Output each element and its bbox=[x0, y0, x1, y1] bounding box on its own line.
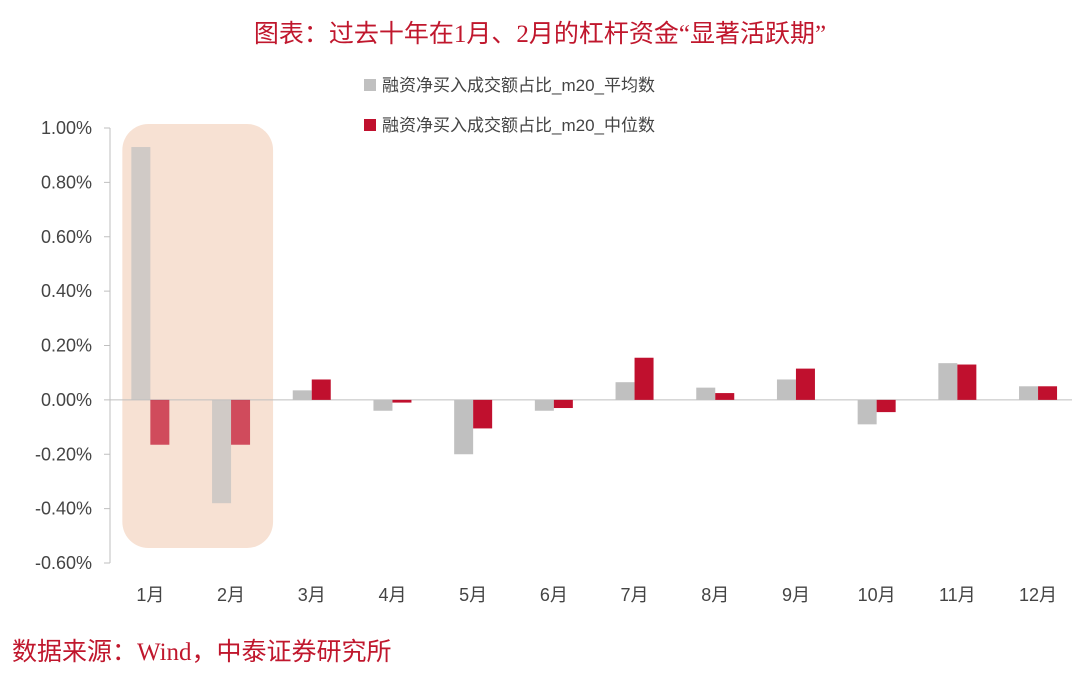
x-tick-label: 2月 bbox=[217, 585, 245, 605]
legend-label: 融资净买入成交额占比_m20_平均数 bbox=[382, 76, 655, 95]
legend-swatch bbox=[364, 119, 376, 131]
x-tick-label: 8月 bbox=[701, 585, 729, 605]
bar-chart: 1.00% 0.80% 0.60% 0.40% 0.20% 0.00% -0.20% -0.4… bbox=[35, 76, 1072, 605]
bar-mean bbox=[615, 382, 635, 400]
bar-median bbox=[634, 357, 654, 400]
chart-title: 图表：过去十年在1月、2月的杠杆资金“显著活跃期” bbox=[253, 21, 827, 48]
y-tick-label: 0.00% bbox=[41, 390, 92, 410]
y-tick-label: 0.80% bbox=[41, 172, 92, 192]
bar-mean bbox=[1019, 386, 1039, 400]
bar-mean bbox=[212, 399, 232, 504]
y-tick-label: -0.40% bbox=[35, 499, 92, 519]
legend-swatch bbox=[364, 79, 376, 91]
y-tick-label: 0.40% bbox=[41, 281, 92, 301]
x-tick-label: 4月 bbox=[378, 585, 406, 605]
y-tick-label: -0.20% bbox=[35, 444, 92, 464]
x-tick-label: 12月 bbox=[1019, 585, 1057, 605]
legend-label: 融资净买入成交额占比_m20_中位数 bbox=[382, 116, 655, 135]
bar-mean bbox=[776, 379, 796, 400]
bar-median bbox=[1038, 386, 1058, 400]
bar-mean bbox=[696, 387, 716, 400]
bar-median bbox=[553, 399, 573, 409]
y-tick-label: 1.00% bbox=[41, 118, 92, 138]
y-tick-label: 0.20% bbox=[41, 336, 92, 356]
y-tick-label: 0.60% bbox=[41, 227, 92, 247]
bar-mean bbox=[454, 399, 474, 455]
bar-median bbox=[957, 364, 977, 400]
y-tick-label: -0.60% bbox=[35, 553, 92, 573]
bar-median bbox=[150, 399, 170, 445]
x-tick-label: 9月 bbox=[782, 585, 810, 605]
x-tick-label: 3月 bbox=[298, 585, 326, 605]
bar-median bbox=[473, 399, 493, 429]
bar-median bbox=[231, 399, 251, 445]
x-tick-label: 11月 bbox=[939, 585, 976, 605]
bar-median bbox=[876, 399, 896, 413]
bar-mean bbox=[534, 399, 554, 411]
x-tick-label: 5月 bbox=[459, 585, 487, 605]
x-tick-label: 10月 bbox=[858, 585, 896, 605]
data-source-note: 数据来源：Wind，中泰证券研究所 bbox=[12, 639, 392, 666]
x-tick-label: 6月 bbox=[540, 585, 568, 605]
bar-mean bbox=[857, 399, 877, 425]
bar-mean bbox=[373, 399, 393, 411]
x-tick-label: 7月 bbox=[621, 585, 649, 605]
bar-median bbox=[311, 379, 331, 400]
bar-median bbox=[392, 399, 412, 403]
bar-mean bbox=[292, 390, 312, 400]
x-tick-label: 1月 bbox=[136, 585, 164, 605]
bar-median bbox=[715, 393, 735, 400]
bar-median bbox=[795, 368, 815, 400]
bar-mean bbox=[938, 363, 958, 400]
bar-mean bbox=[131, 147, 151, 400]
